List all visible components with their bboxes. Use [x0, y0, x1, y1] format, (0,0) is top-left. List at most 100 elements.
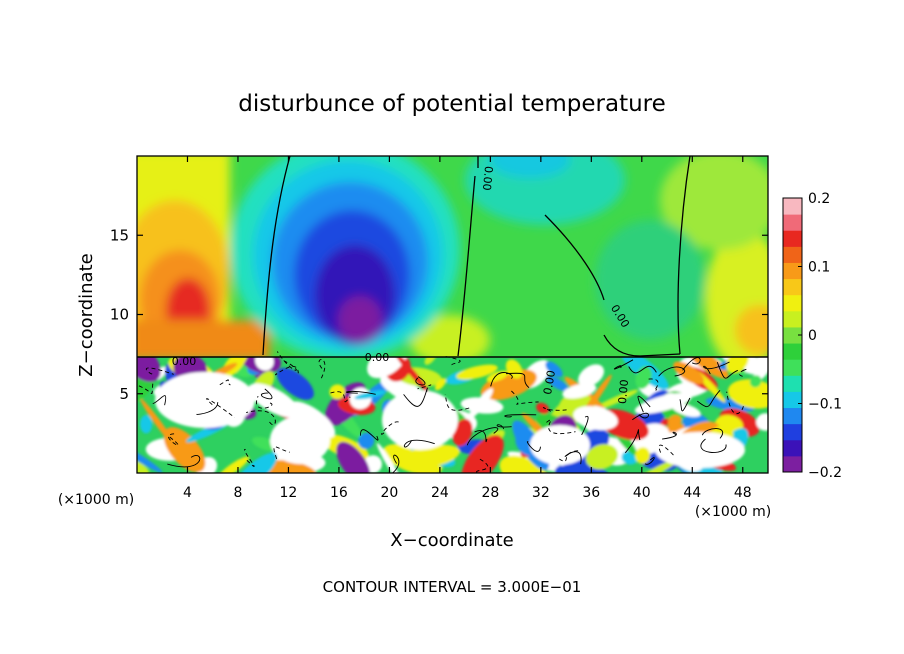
eddy-core: [270, 416, 330, 464]
turbulence-patch: [452, 419, 473, 446]
contour-line-lower: [557, 450, 579, 462]
contour-line-lower: [196, 402, 219, 415]
colorbar-segment: [783, 439, 802, 457]
turbulence-patch: [672, 403, 701, 417]
contour-line-lower: [628, 365, 657, 374]
colorbar-tick-label: 0: [808, 328, 817, 344]
colorbar-segment: [783, 391, 802, 409]
turbulence-patch: [756, 413, 768, 431]
turbulence-patch: [376, 443, 405, 473]
colorbar-segment: [783, 230, 802, 247]
x-axis: 4 8 12 16 20 24 28 32 36 40 44 48: [183, 156, 752, 501]
turbulence-patch: [486, 370, 509, 383]
colorbar-segment: [783, 198, 802, 215]
colorbar-tick-label: 0.2: [808, 191, 830, 207]
contour-line-lower: [648, 378, 659, 392]
contour-line-lower: [276, 351, 297, 371]
colorbar-segment: [783, 310, 802, 328]
x-tick-label: 12: [280, 485, 298, 501]
turbulence-patch: [585, 444, 618, 470]
turbulence-patch: [573, 406, 618, 431]
chart-title: disturbunce of potential temperature: [238, 91, 666, 117]
turbulence-patch: [688, 357, 729, 379]
turbulence-patch: [137, 459, 150, 473]
contour-line-lower: [167, 455, 201, 468]
turbulence-patch: [140, 398, 177, 448]
contour-label: 0.00: [541, 369, 558, 395]
contour-line-lower: [716, 362, 738, 379]
turbulence-patch: [231, 452, 278, 473]
contour-lines: [137, 156, 768, 473]
contour-line-lower: [466, 427, 499, 446]
y-tick-label: 10: [110, 306, 129, 324]
y-axis-label: Z−coordinate: [76, 253, 97, 376]
turbulence-patch: [367, 357, 409, 379]
colorbar: 0.2 0.1 0 −0.1 −0.2: [782, 191, 842, 481]
contour-line-lower: [726, 391, 744, 415]
eddy-core: [655, 432, 745, 468]
colorbar-segment: [783, 326, 802, 344]
contour-line-lower: [505, 372, 530, 389]
contour-line-lower: [330, 391, 351, 403]
contour-line-lower: [526, 441, 541, 452]
colorbar-segment: [783, 278, 802, 296]
turbulence-patch: [163, 427, 206, 473]
contour-line-lower: [381, 421, 402, 435]
turbulence-patch: [629, 458, 681, 473]
turbulence-patch: [336, 441, 371, 473]
contour-line-lower: [682, 357, 701, 371]
contour-line-lower: [145, 367, 174, 375]
contour-line-lower: [504, 414, 537, 418]
eddy-core: [382, 390, 458, 450]
contour-line-lower: [474, 430, 488, 442]
turbulence-patch: [727, 379, 768, 409]
turbulence-patch: [354, 390, 386, 400]
contour-line-lower: [496, 424, 512, 430]
x-tick-label: 8: [233, 485, 242, 501]
x-tick-label: 44: [683, 485, 701, 501]
contour-line-lower: [476, 458, 489, 473]
y-tick-label: 15: [110, 226, 129, 244]
x-tick-label: 40: [633, 485, 651, 501]
contour-label: 0.00: [480, 166, 495, 192]
colorbar-tick-label: −0.1: [808, 397, 842, 413]
contour-line-lower: [697, 389, 721, 408]
colorbar-segment: [783, 262, 802, 280]
heatmap-area: [137, 156, 768, 473]
turbulence-patch: [137, 357, 161, 383]
turbulence-patch: [358, 432, 375, 450]
turbulence-patch: [635, 447, 651, 464]
contour-label: 0.00: [616, 379, 631, 405]
contour-line-lower: [260, 388, 273, 400]
contour-line-lower: [624, 429, 641, 454]
contour-line-lower: [637, 395, 651, 413]
contour-line-lower: [403, 439, 435, 448]
contour-line-lower: [701, 428, 723, 439]
eddy-core: [155, 372, 255, 428]
contour-line-lower: [542, 407, 570, 412]
x-tick-label: 24: [431, 485, 449, 501]
contour-line-lower: [345, 390, 376, 395]
contour-line-lower: [219, 379, 231, 386]
turbulence-patch: [536, 402, 550, 414]
upper-layer-field: [137, 156, 768, 357]
colorbar-segment: [783, 246, 802, 263]
turbulence-patch: [276, 367, 314, 400]
contour-line-lower: [511, 390, 539, 405]
turbulence-patch: [434, 378, 447, 391]
contour-line-lower: [658, 366, 686, 377]
contour-line-lower: [152, 395, 167, 406]
turbulence-patch: [545, 361, 563, 378]
contour-line-lower: [738, 368, 748, 378]
turbulence-patch: [137, 441, 163, 473]
contour-line-lower: [403, 388, 428, 407]
contour-line-lower: [256, 396, 273, 409]
colorbar-segment: [783, 423, 802, 441]
x-unit-label-left: (×1000 m): [58, 492, 134, 508]
turbulence-patch: [251, 436, 278, 451]
lower-layer-field: [137, 357, 768, 473]
contour-line-lower: [564, 451, 582, 465]
turbulence-patch: [667, 415, 682, 428]
contour-line-lower: [415, 376, 426, 386]
contour-line-lower: [444, 355, 461, 366]
